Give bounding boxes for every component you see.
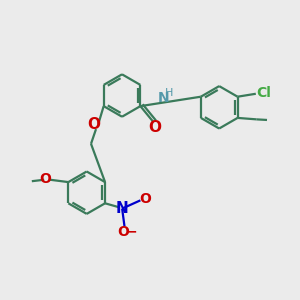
Text: O: O (148, 120, 161, 135)
Text: Cl: Cl (256, 86, 271, 100)
Text: O: O (140, 192, 151, 206)
Text: H: H (165, 88, 173, 98)
Text: O: O (39, 172, 51, 186)
Text: −: − (125, 225, 137, 238)
Text: N: N (116, 201, 128, 216)
Text: O: O (117, 225, 129, 238)
Text: N: N (158, 91, 169, 105)
Text: O: O (87, 117, 100, 132)
